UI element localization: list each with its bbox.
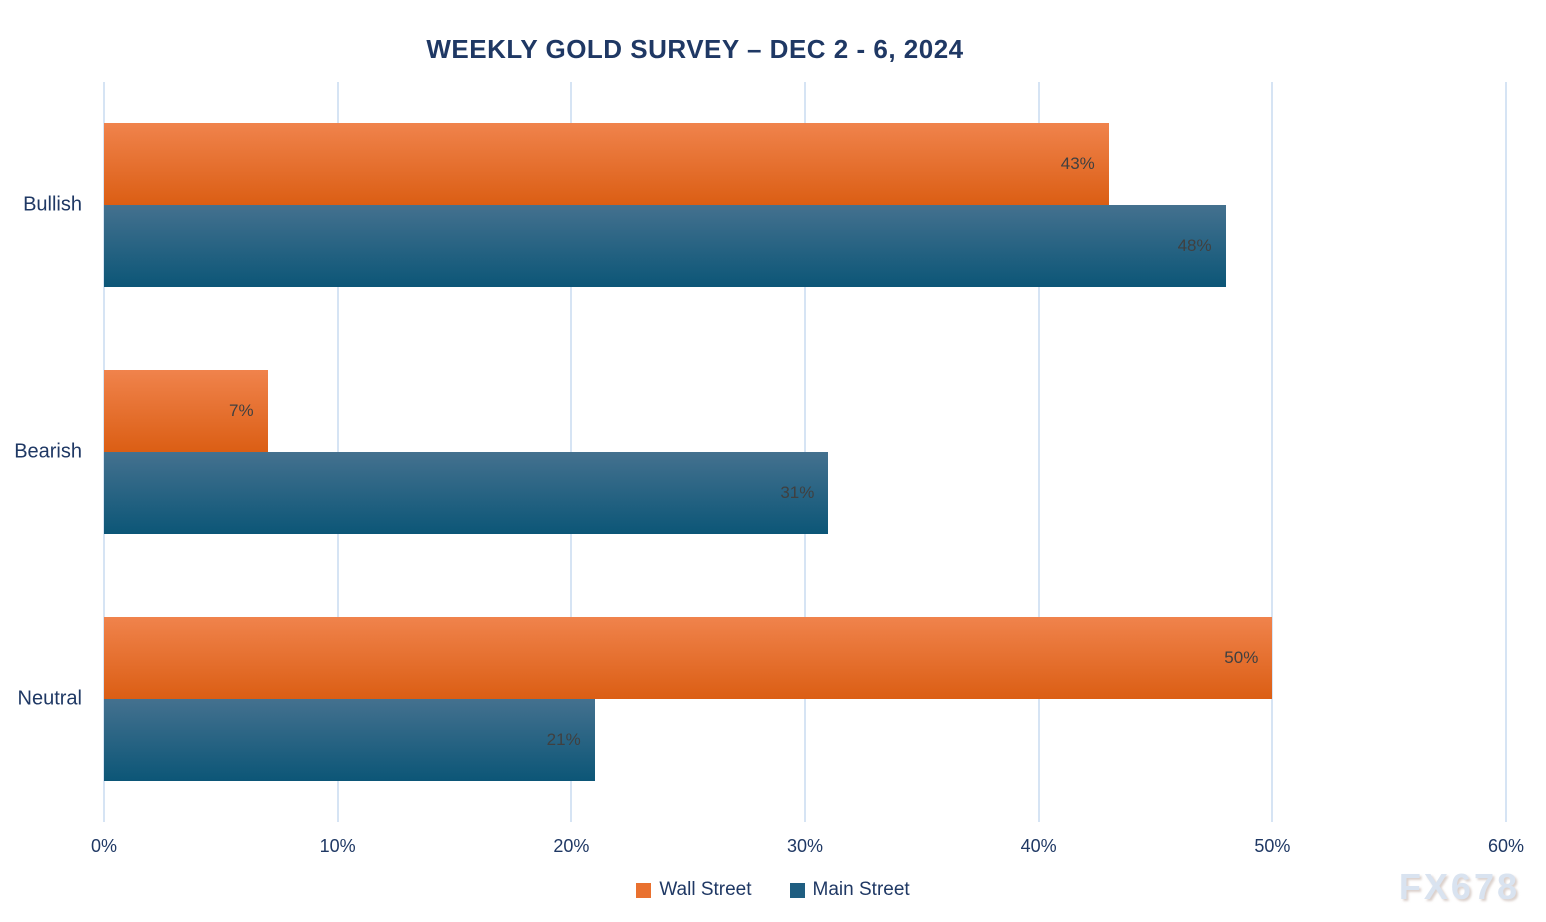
data-label: 21% <box>546 729 581 749</box>
x-tick-30pct: 30% <box>786 836 824 856</box>
legend-item-wall-street: Wall Street <box>636 879 752 901</box>
gridline-60pct <box>1505 82 1507 822</box>
legend-item-main-street: Main Street <box>789 879 910 901</box>
bar-group-bullish: 43% 48% <box>104 82 1506 329</box>
bar-neutral-main-street: 21% <box>104 698 595 781</box>
x-tick-50pct: 50% <box>1254 836 1291 856</box>
x-tick-0pct: 0% <box>90 836 118 856</box>
watermark: FX678 <box>1398 866 1520 907</box>
chart-title: WEEKLY GOLD SURVEY – DEC 2 - 6, 2024 <box>426 34 964 64</box>
legend: Wall Street Main Street <box>0 879 1546 901</box>
category-label-bearish: Bearish <box>14 440 82 463</box>
bar-bearish-wall-street: 7% <box>104 369 268 452</box>
legend-swatch-icon <box>636 882 652 898</box>
legend-label: Wall Street <box>659 879 752 900</box>
bar-bearish-main-street: 31% <box>104 451 829 534</box>
bar-group-neutral: 50% 21% <box>104 575 1506 822</box>
x-tick-20pct: 20% <box>553 836 590 856</box>
category-label-neutral: Neutral <box>17 687 82 710</box>
data-label: 7% <box>228 400 254 420</box>
plot-area: 43% 48% 7% 31% 50% 21% <box>103 82 1507 822</box>
gridline-40pct <box>1037 82 1040 822</box>
bar-bullish-wall-street: 43% <box>104 123 1109 206</box>
bar-bullish-main-street: 48% <box>104 205 1226 288</box>
bar-neutral-wall-street: 50% <box>104 616 1273 699</box>
x-tick-10pct: 10% <box>319 836 356 856</box>
legend-swatch-icon <box>789 882 805 898</box>
data-label: 50% <box>1224 647 1259 667</box>
data-label: 31% <box>780 482 815 502</box>
category-label-bullish: Bullish <box>23 193 82 216</box>
legend-label: Main Street <box>812 879 910 900</box>
x-tick-60pct: 60% <box>1487 836 1525 856</box>
data-label: 43% <box>1060 154 1095 174</box>
x-tick-40pct: 40% <box>1020 836 1057 856</box>
bar-group-bearish: 7% 31% <box>104 329 1506 576</box>
gridline-50pct <box>1271 82 1274 822</box>
data-label: 48% <box>1177 236 1212 256</box>
